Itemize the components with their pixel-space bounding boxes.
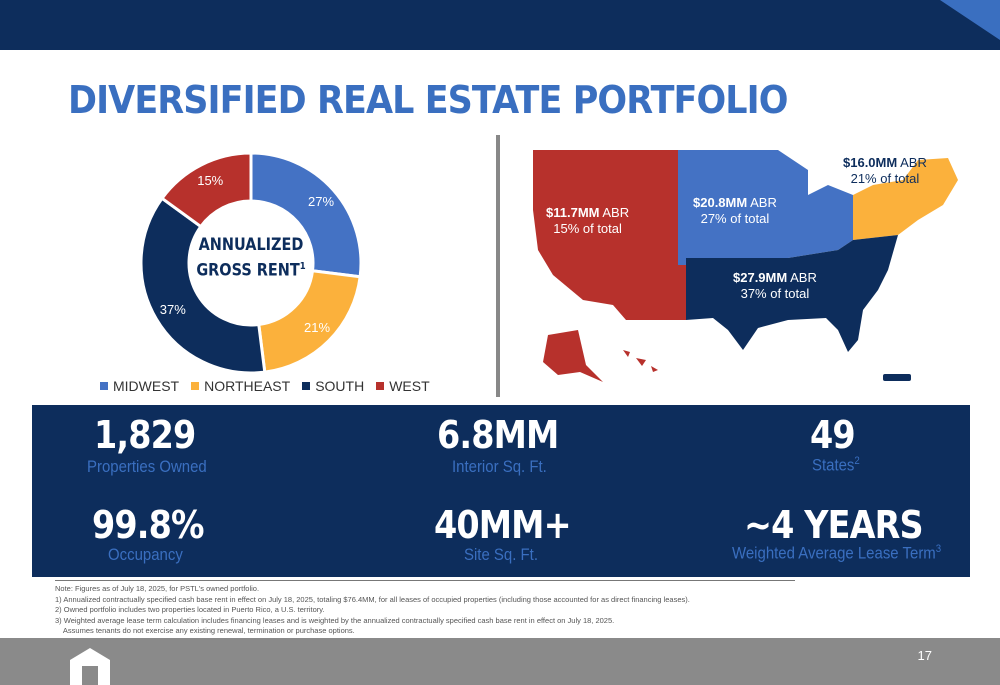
- donut-chart: ANNUALIZED GROSS RENT1 27% 21% 37% 15%: [139, 151, 363, 375]
- stat-properties-label: Properties Owned: [87, 457, 207, 476]
- donut-segment-south: [139, 196, 267, 375]
- donut-segment-midwest: [249, 151, 363, 279]
- donut-segment-west: [159, 151, 253, 229]
- footnote-4: Assumes tenants do not exercise any exis…: [55, 626, 355, 635]
- footer-bar: [0, 638, 1000, 685]
- us-map-svg: [533, 150, 958, 382]
- legend-item-midwest: MIDWEST: [100, 378, 179, 394]
- map-region-south: [686, 235, 898, 352]
- map-label-south: $27.9MM ABR 37% of total: [733, 270, 817, 301]
- stat-site-value: 40MM+: [434, 503, 572, 547]
- donut-label-south: 37%: [159, 301, 186, 317]
- donut-label-west: 15%: [197, 173, 224, 189]
- map-region-puerto-rico: [883, 374, 911, 381]
- legend-swatch-south: [302, 382, 311, 390]
- top-banner: [0, 0, 1000, 50]
- company-logo: [70, 648, 110, 685]
- stat-site-label: Site Sq. Ft.: [464, 545, 539, 564]
- donut-center-line2: GROSS RENT1: [196, 260, 306, 281]
- donut-label-northeast: 21%: [304, 320, 331, 336]
- footnote-0: Note: Figures as of July 18, 2025, for P…: [55, 584, 260, 593]
- donut-center-label: ANNUALIZED GROSS RENT1: [157, 234, 346, 282]
- donut-center-line1: ANNUALIZED: [198, 235, 304, 255]
- map-region-hawaii: [623, 350, 658, 372]
- stat-interior-value: 6.8MM: [437, 413, 559, 457]
- stat-lease-label: Weighted Average Lease Term3: [732, 543, 942, 563]
- us-region-map: $11.7MM ABR 15% of total $20.8MM ABR 27%…: [508, 140, 978, 390]
- page-title: DIVERSIFIED REAL ESTATE PORTFOLIO: [68, 78, 788, 122]
- notes-rule: [55, 580, 795, 581]
- map-region-alaska: [543, 330, 603, 382]
- stats-panel: 1,829 Properties Owned 6.8MM Interior Sq…: [32, 405, 970, 577]
- legend-item-west: WEST: [376, 378, 430, 394]
- stat-occupancy-value: 99.8%: [92, 503, 205, 547]
- stat-states-label: States2: [812, 455, 860, 475]
- stat-states-value: 49: [810, 413, 856, 457]
- map-region-midwest: [678, 150, 853, 265]
- vertical-divider: [496, 135, 500, 397]
- page-number: 17: [917, 648, 932, 663]
- stat-occupancy-label: Occupancy: [108, 545, 183, 564]
- stat-properties-value: 1,829: [94, 413, 196, 457]
- footnote-1: 1) Annualized contractually specified ca…: [55, 594, 690, 604]
- map-label-west: $11.7MM ABR 15% of total: [546, 205, 630, 236]
- stat-interior-label: Interior Sq. Ft.: [452, 457, 547, 476]
- stat-lease-value: ~4 YEARS: [744, 503, 924, 547]
- donut-svg: [139, 151, 363, 375]
- legend-item-south: SOUTH: [302, 378, 364, 394]
- footnote-3: 3) Weighted average lease term calculati…: [55, 615, 615, 625]
- donut-legend: MIDWEST NORTHEAST SOUTH WEST: [100, 378, 430, 394]
- legend-item-northeast: NORTHEAST: [191, 378, 290, 394]
- legend-swatch-northeast: [191, 382, 200, 390]
- top-banner-accent: [940, 0, 1000, 40]
- donut-label-midwest: 27%: [308, 194, 335, 210]
- map-label-northeast: $16.0MM ABR 21% of total: [843, 155, 927, 186]
- footnotes: Note: Figures as of July 18, 2025, for P…: [55, 584, 855, 637]
- map-region-west: [533, 150, 686, 320]
- map-label-midwest: $20.8MM ABR 27% of total: [693, 195, 777, 226]
- footnote-2: 2) Owned portfolio includes two properti…: [55, 605, 325, 614]
- legend-swatch-west: [376, 382, 385, 390]
- map-region-northeast: [853, 158, 958, 240]
- legend-swatch-midwest: [100, 382, 108, 390]
